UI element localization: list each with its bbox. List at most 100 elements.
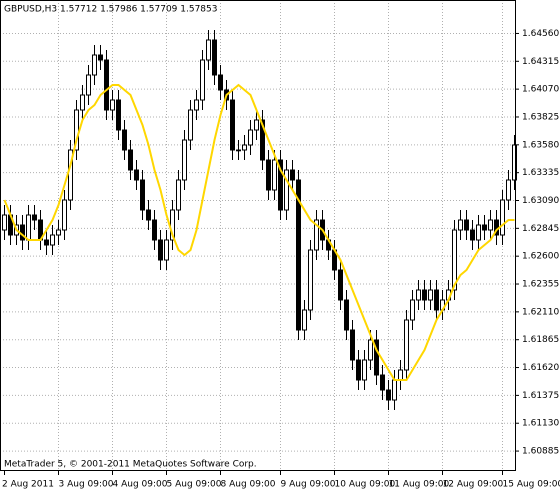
candle-body xyxy=(140,179,145,211)
y-tick-label: 1.61620 xyxy=(522,363,559,373)
candle-body xyxy=(176,179,181,211)
x-tick-label: 10 Aug 09:00 xyxy=(335,480,396,490)
candle-body xyxy=(392,379,397,401)
candle-body xyxy=(488,219,493,231)
y-tick-label: 1.64070 xyxy=(522,85,559,95)
candle-body xyxy=(80,94,85,111)
y-tick-label: 1.62110 xyxy=(522,307,559,317)
candle-body xyxy=(272,159,277,191)
candle-body xyxy=(44,239,49,246)
x-tick-label: 5 Aug 09:00 xyxy=(167,480,222,490)
x-tick-label: 9 Aug 09:00 xyxy=(281,480,336,490)
copyright: MetaTrader 5, © 2001-2011 MetaQuotes Sof… xyxy=(4,460,257,470)
x-tick-label: 11 Aug 09:00 xyxy=(389,480,450,490)
candle-body xyxy=(218,74,223,91)
x-tick-label: 12 Aug 09:00 xyxy=(443,480,504,490)
candle-body xyxy=(236,149,241,152)
candle-body xyxy=(26,214,31,241)
candle-body xyxy=(248,129,253,146)
y-tick-label: 1.62845 xyxy=(522,224,559,234)
candle-body xyxy=(302,309,307,331)
candle-body xyxy=(254,119,259,131)
candle-body xyxy=(422,289,427,301)
candle-body xyxy=(314,219,319,251)
candle-body xyxy=(182,139,187,181)
candle-body xyxy=(92,54,97,76)
candle-body xyxy=(470,229,475,241)
candle-body xyxy=(308,249,313,311)
candle-body xyxy=(296,179,301,331)
candle-body xyxy=(230,99,235,151)
candle-body xyxy=(242,144,247,151)
candle-body xyxy=(344,299,349,331)
candle-body xyxy=(500,199,505,236)
candle-body xyxy=(20,224,25,241)
candle-body xyxy=(104,59,109,111)
candle-body xyxy=(122,129,127,151)
y-tick-label: 1.62600 xyxy=(522,252,559,262)
candle-body xyxy=(110,99,115,111)
y-tick-label: 1.61865 xyxy=(522,335,559,345)
candle-body xyxy=(362,359,367,381)
candle-body xyxy=(56,229,61,236)
candle-body xyxy=(290,169,295,181)
indicator-line xyxy=(3,83,515,381)
candle-body xyxy=(128,149,133,171)
candle-body xyxy=(398,369,403,381)
y-tick-label: 1.61375 xyxy=(522,391,559,401)
candle-body xyxy=(260,119,265,161)
candle-body xyxy=(368,339,373,361)
candle-body xyxy=(278,159,283,211)
candle-body xyxy=(212,39,217,76)
candle-body xyxy=(284,169,289,211)
candle-body xyxy=(506,179,511,201)
candle-body xyxy=(458,219,463,231)
candle-body xyxy=(158,239,163,261)
candle-body xyxy=(266,159,271,191)
grid xyxy=(0,0,515,470)
candle-body xyxy=(338,269,343,301)
candle-body xyxy=(386,389,391,401)
candle-body xyxy=(404,319,409,371)
candle-body xyxy=(50,234,55,246)
candle-body xyxy=(428,289,433,301)
candle-body xyxy=(200,59,205,101)
candle-body xyxy=(374,339,379,376)
y-tick-label: 1.63825 xyxy=(522,112,559,122)
x-tick-label: 3 Aug 09:00 xyxy=(59,480,114,490)
y-tick-label: 1.63335 xyxy=(522,168,559,178)
x-tick-label: 15 Aug 09:00 xyxy=(503,480,560,490)
y-tick-label: 1.63090 xyxy=(522,196,559,206)
candle-body xyxy=(2,214,7,231)
x-tick-label: 4 Aug 09:00 xyxy=(113,480,168,490)
candle-body xyxy=(410,299,415,321)
y-tick-label: 1.63580 xyxy=(522,140,559,150)
chart-title: GBPUSD,H3 1.57712 1.57986 1.57709 1.5785… xyxy=(4,5,217,15)
candle-body xyxy=(380,374,385,391)
candle-body xyxy=(476,224,481,241)
candle-body xyxy=(194,99,199,111)
candle-body xyxy=(464,219,469,231)
candle-body xyxy=(164,239,169,261)
plot-border xyxy=(0,0,516,471)
candle-body xyxy=(32,214,37,221)
candle-body xyxy=(416,289,421,301)
y-tick-label: 1.64315 xyxy=(522,57,559,67)
plot xyxy=(2,30,517,410)
x-tick-label: 2 Aug 2011 xyxy=(2,480,54,490)
candle-body xyxy=(512,144,517,181)
candle-body xyxy=(482,224,487,231)
candle-body xyxy=(116,99,121,131)
candle-body xyxy=(452,229,457,291)
y-tick-label: 1.60885 xyxy=(522,447,559,457)
x-tick-label: 8 Aug 09:00 xyxy=(221,480,276,490)
candle-body xyxy=(152,219,157,241)
candle-body xyxy=(134,169,139,181)
candle-body xyxy=(146,209,151,221)
candle-body xyxy=(350,329,355,361)
candle-body xyxy=(206,39,211,61)
y-tick-label: 1.64560 xyxy=(522,29,559,39)
candle-body xyxy=(62,199,67,231)
